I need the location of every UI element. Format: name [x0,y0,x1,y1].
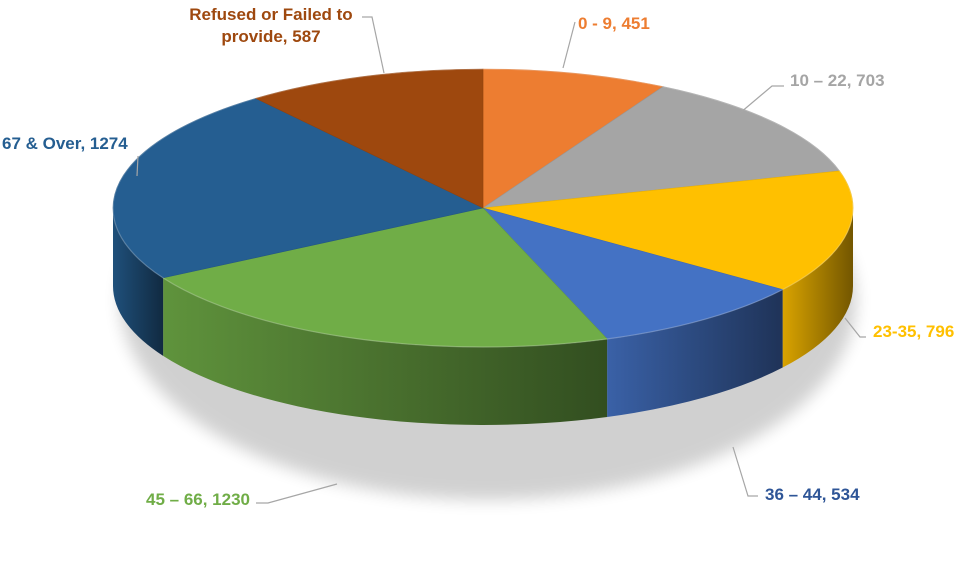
top-rim [112,68,854,348]
data-label-23-35: 23-35, 796 [873,322,954,341]
leader-line-refused-or-failed-to-provide [362,16,385,74]
data-label-line: 45 – 66, 1230 [146,490,250,509]
side-67-over [113,208,164,356]
leader-line-45-66 [256,483,338,504]
data-label-line: 10 – 22, 703 [790,71,885,90]
side-23-35 [782,208,853,368]
data-label-36-44: 36 – 44, 534 [765,485,860,504]
data-label-10-22: 10 – 22, 703 [790,71,885,90]
pie-slices [112,68,854,348]
data-label-67-over: 67 & Over, 1274 [2,134,128,153]
data-label-refused-or-failed-to-provide: Refused or Failed to provide, 587 [189,5,352,46]
data-label-line: 0 - 9, 451 [578,14,650,33]
data-label-line: 36 – 44, 534 [765,485,860,504]
leader-lines [136,16,866,504]
slice-67-over[interactable] [112,98,484,279]
leader-line-23-35 [844,317,866,338]
data-label-line: 67 & Over, 1274 [2,134,128,153]
data-label-45-66: 45 – 66, 1230 [146,490,250,509]
leader-line-36-44 [732,446,758,497]
data-label-line: Refused or Failed to [189,5,352,24]
slice-23-35[interactable] [482,170,854,290]
data-label-line: 23-35, 796 [873,322,954,341]
leader-line-0-9 [562,21,576,69]
slice-36-44[interactable] [482,207,784,340]
side-36-44 [607,289,783,417]
slice-45-66[interactable] [162,207,608,348]
slice-0-9[interactable] [482,68,664,209]
slice-10-22[interactable] [482,86,841,209]
pie-sides [113,208,853,425]
data-label-line: provide, 587 [221,27,320,46]
data-label-0-9: 0 - 9, 451 [578,14,650,33]
side-45-66 [163,277,608,425]
data-labels: 0 - 9, 451 10 – 22, 703 23-35, 796 36 – 44,… [2,5,954,509]
slice-refused-or-failed-to-provide[interactable] [254,68,484,209]
leader-line-10-22 [739,85,784,114]
leader-line-67-over [136,155,139,177]
